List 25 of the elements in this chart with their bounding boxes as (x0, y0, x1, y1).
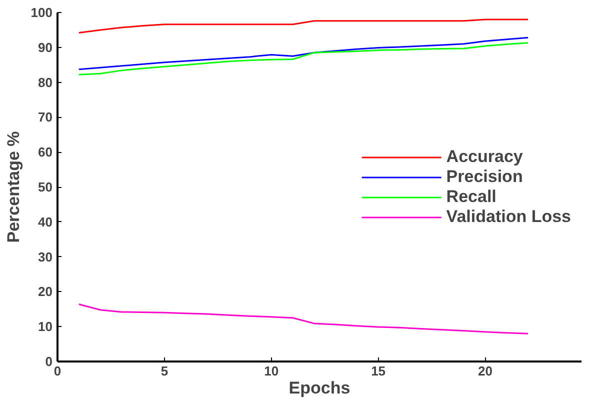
line-series (78, 18, 529, 34)
y-tick-label: 90 (38, 40, 53, 55)
x-tick-label: 10 (264, 364, 279, 378)
x-tick-label: 20 (478, 364, 492, 378)
x-axis-title: Epochs (288, 378, 350, 398)
y-tick-label: 20 (38, 284, 53, 300)
y-tick-label: 40 (38, 214, 53, 230)
y-tick-label: 70 (38, 110, 53, 125)
legend-label: Precision (446, 166, 523, 186)
legend-label: Recall (446, 186, 496, 206)
y-tick-label: 50 (38, 180, 53, 194)
y-tick-label: 100 (30, 5, 53, 20)
x-tick-label: 15 (371, 364, 386, 378)
line-series (78, 36, 529, 70)
y-tick-label: 10 (38, 319, 53, 334)
y-tick-label: 30 (38, 249, 53, 264)
y-tick-label: 80 (38, 74, 53, 90)
x-tick-label: 5 (160, 364, 168, 378)
y-tick-label: 60 (38, 144, 53, 160)
line-series (78, 304, 529, 334)
line-series (78, 42, 529, 76)
legend-label: Validation Loss (446, 206, 571, 226)
y-tick-label: 0 (45, 354, 53, 369)
y-axis-title: Percentage % (4, 131, 23, 243)
legend-label: Accuracy (446, 146, 523, 166)
